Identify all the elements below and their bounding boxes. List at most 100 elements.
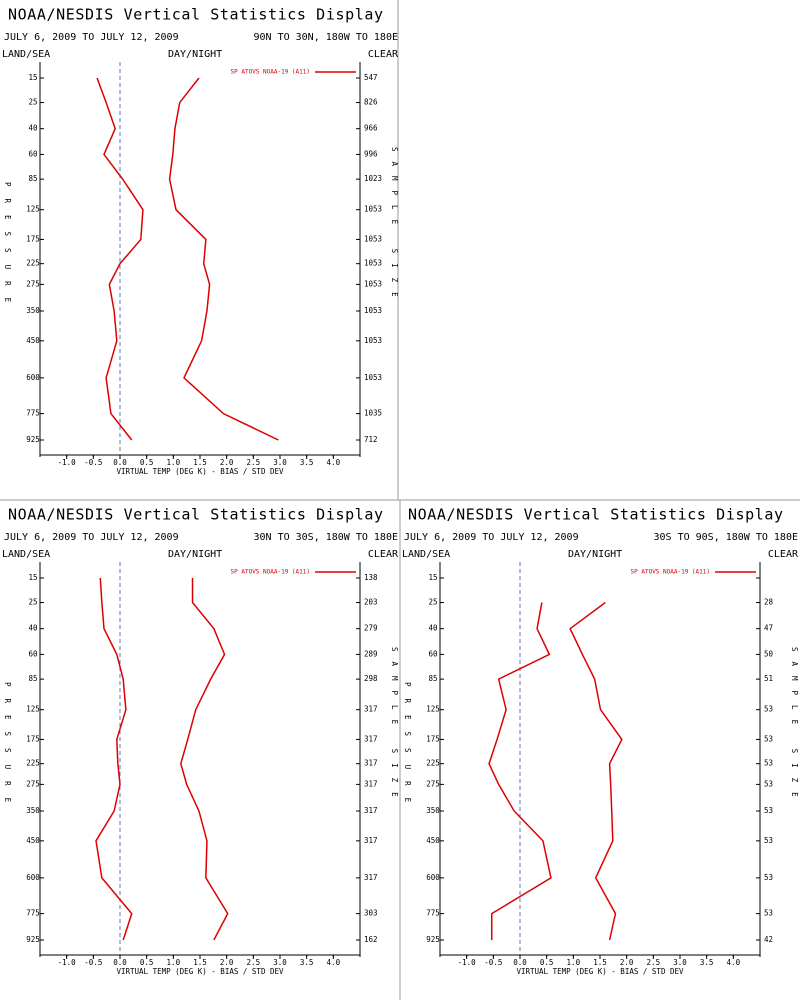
sample-size: 712	[364, 435, 378, 444]
x-tick-label: -1.0	[58, 458, 77, 467]
sample-size: 53	[764, 759, 773, 768]
sample-size: 289	[364, 649, 378, 658]
x-tick-label: -0.5	[84, 958, 102, 967]
std-dev-line	[569, 601, 623, 941]
y-tick-label: 450	[426, 836, 440, 845]
legend-label: SP ATOVS NOAA-19 (A11)	[231, 569, 310, 576]
y-tick-label: 775	[26, 409, 40, 418]
region: 90N TO 30N, 180W TO 180E	[254, 32, 399, 43]
y-axis-label: PRESSURE	[3, 682, 12, 814]
y2-axis-label: SAMPLE SIZE	[790, 647, 799, 807]
subtitle: JULY 6, 2009 TO JULY 12, 2009	[4, 32, 179, 43]
y-tick-label: 925	[426, 935, 440, 944]
y-tick-label: 775	[426, 909, 440, 918]
y-tick-label: 85	[28, 674, 37, 683]
y-tick-label: 350	[426, 806, 440, 815]
surface-label: LAND/SEA	[2, 49, 50, 60]
chart-title: NOAA/NESDIS Vertical Statistics Display	[8, 6, 384, 24]
y-tick-label: 600	[26, 373, 40, 382]
chart-title: NOAA/NESDIS Vertical Statistics Display	[8, 506, 384, 524]
sample-size: 53	[764, 734, 773, 743]
sample-size: 317	[364, 779, 378, 788]
x-tick-label: 4.0	[327, 458, 341, 467]
sample-size: 47	[764, 624, 773, 633]
x-tick-label: -0.5	[84, 458, 102, 467]
x-tick-label: 3.5	[300, 958, 314, 967]
y-tick-label: 125	[426, 705, 440, 714]
std-dev-line	[168, 77, 279, 441]
sample-size: 1053	[364, 259, 382, 268]
y-tick-label: 450	[26, 836, 40, 845]
sample-size: 53	[764, 836, 773, 845]
sample-size: 162	[364, 935, 378, 944]
sample-size: 1035	[364, 409, 382, 418]
y-tick-label: 15	[428, 573, 437, 582]
panel: NOAA/NESDIS Vertical Statistics Display J…	[2, 506, 399, 977]
x-axis-label: VIRTUAL TEMP (DEG K) - BIAS / STD DEV	[116, 967, 284, 976]
surface-label: LAND/SEA	[402, 549, 450, 560]
panel: NOAA/NESDIS Vertical Statistics Display J…	[2, 6, 399, 477]
y-tick-label: 25	[28, 598, 37, 607]
y-tick-label: 175	[26, 734, 40, 743]
y-tick-label: 85	[428, 674, 437, 683]
sample-size: 1023	[364, 174, 382, 183]
x-tick-label: 3.5	[300, 458, 314, 467]
sample-size: 1053	[364, 373, 382, 382]
y-tick-label: 85	[28, 174, 37, 183]
chart-title: NOAA/NESDIS Vertical Statistics Display	[408, 506, 784, 524]
sample-size: 138	[364, 573, 378, 582]
y-tick-label: 600	[426, 873, 440, 882]
x-tick-label: 2.0	[620, 958, 634, 967]
x-tick-label: 0.0	[513, 958, 527, 967]
sample-size: 317	[364, 836, 378, 845]
x-axis-label: VIRTUAL TEMP (DEG K) - BIAS / STD DEV	[516, 967, 684, 976]
region: 30S TO 90S, 180W TO 180E	[654, 532, 799, 543]
time-label: DAY/NIGHT	[168, 49, 222, 60]
bias-line	[96, 77, 144, 441]
sample-size: 303	[364, 909, 378, 918]
subtitle: JULY 6, 2009 TO JULY 12, 2009	[404, 532, 579, 543]
y-tick-label: 275	[26, 279, 40, 288]
y-tick-label: 40	[28, 124, 38, 133]
x-tick-label: 1.5	[593, 958, 607, 967]
x-tick-label: 2.0	[220, 958, 234, 967]
x-tick-label: 4.0	[727, 958, 741, 967]
x-tick-label: 1.0	[167, 958, 181, 967]
y-tick-label: 175	[426, 734, 440, 743]
y-axis-label: PRESSURE	[403, 682, 412, 814]
sample-size: 42	[764, 935, 773, 944]
sample-size: 317	[364, 873, 378, 882]
y-tick-label: 350	[26, 806, 40, 815]
y-tick-label: 40	[28, 624, 38, 633]
y-tick-label: 125	[26, 205, 40, 214]
y-tick-label: 225	[26, 759, 40, 768]
sample-size: 317	[364, 806, 378, 815]
bias-line	[488, 602, 552, 940]
sample-size: 547	[364, 73, 378, 82]
y-tick-label: 925	[26, 435, 40, 444]
sample-size: 53	[764, 873, 773, 882]
sample-size: 317	[364, 705, 378, 714]
subtitle: JULY 6, 2009 TO JULY 12, 2009	[4, 532, 179, 543]
y2-axis-label: SAMPLE SIZE	[390, 147, 399, 307]
sample-size: 996	[364, 149, 378, 158]
y-tick-label: 225	[426, 759, 440, 768]
time-label: DAY/NIGHT	[168, 549, 222, 560]
y-tick-label: 25	[428, 598, 437, 607]
x-tick-label: 0.0	[113, 458, 127, 467]
x-tick-label: 2.5	[247, 958, 261, 967]
sample-size: 53	[764, 909, 773, 918]
y-tick-label: 125	[26, 705, 40, 714]
x-tick-label: 3.0	[673, 958, 687, 967]
y-tick-label: 40	[428, 624, 438, 633]
sample-size: 826	[364, 98, 378, 107]
sample-size: 279	[364, 624, 378, 633]
region: 30N TO 30S, 180W TO 180E	[254, 532, 399, 543]
y-tick-label: 60	[428, 649, 438, 658]
sample-size: 1053	[364, 306, 382, 315]
x-tick-label: 1.0	[167, 458, 181, 467]
sample-size: 298	[364, 674, 378, 683]
x-tick-label: 1.5	[193, 958, 207, 967]
